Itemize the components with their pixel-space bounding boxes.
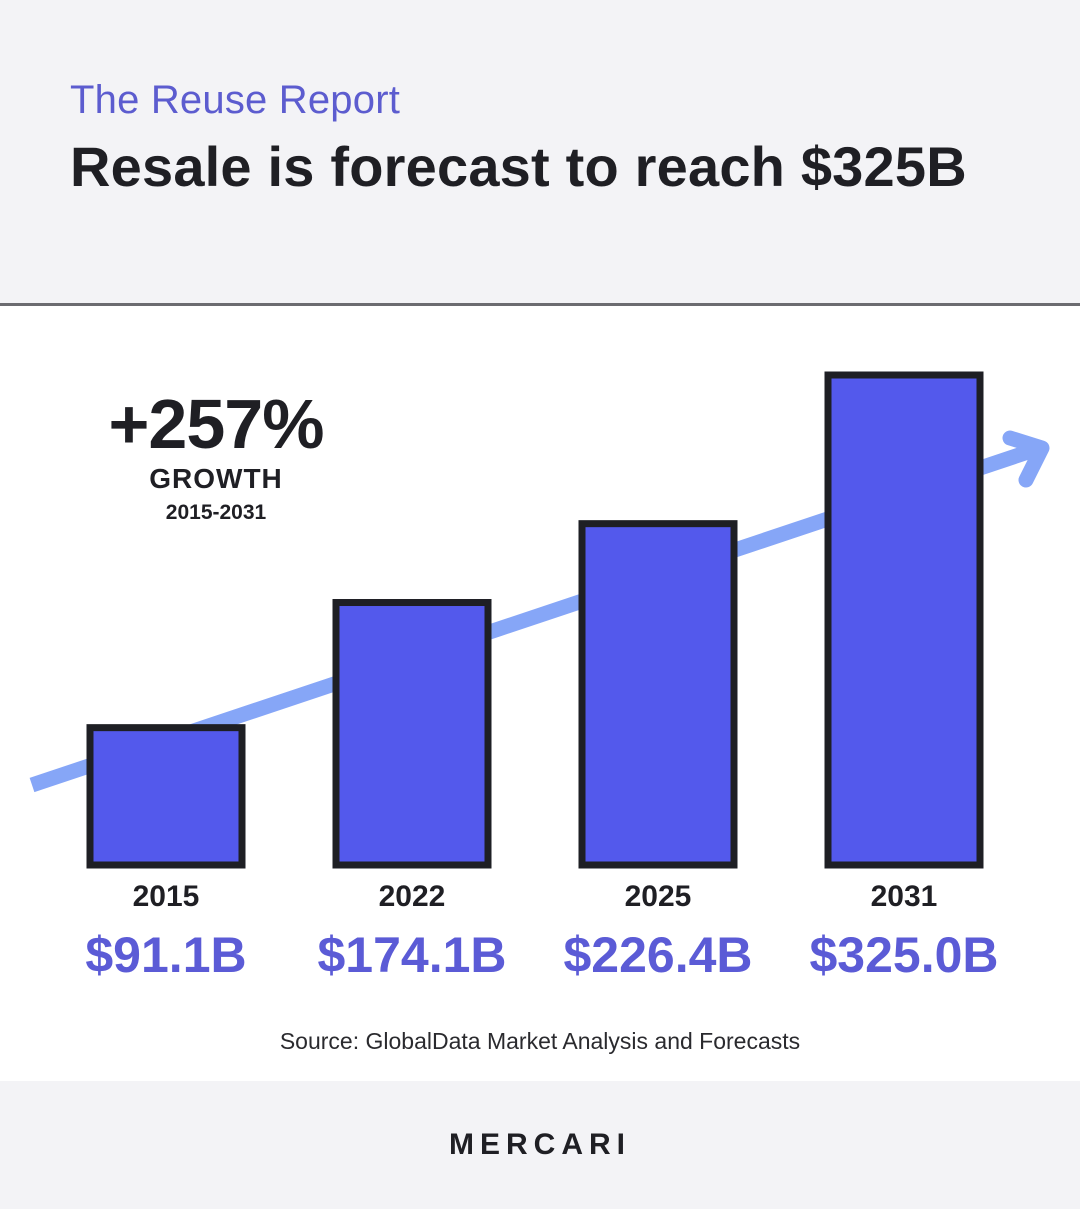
value-label-2015: $91.1B [85,927,247,983]
bar-2025 [578,520,738,869]
bar-chart [29,371,1050,869]
growth-percent: +257% [108,385,325,463]
footer [0,1081,1080,1209]
source-note: Source: GlobalData Market Analysis and F… [279,1028,801,1054]
mercari-logo: MERCARI [449,1128,631,1161]
value-label-2022: $174.1B [317,927,507,983]
year-label-2022: 2022 [378,880,446,913]
value-label-2031: $325.0B [809,927,999,983]
bar-2022 [332,599,492,869]
header: The Reuse Report Resale is forecast to r… [0,0,1080,304]
value-label-2025: $226.4B [563,927,753,983]
year-label-2015: 2015 [132,880,200,913]
report-eyebrow: The Reuse Report [70,78,401,122]
growth-range: 2015-2031 [165,501,267,524]
page-title: Resale is forecast to reach $325B [70,135,967,198]
bar-2031 [824,371,984,869]
growth-word: GROWTH [149,463,283,494]
bars [86,371,984,869]
trend-arrow-head [1002,430,1050,488]
year-label-2025: 2025 [624,880,692,913]
header-divider [0,303,1080,306]
year-label-2031: 2031 [870,880,938,913]
growth-callout: +257% GROWTH 2015-2031 [100,386,332,530]
bar-2015 [86,724,246,869]
